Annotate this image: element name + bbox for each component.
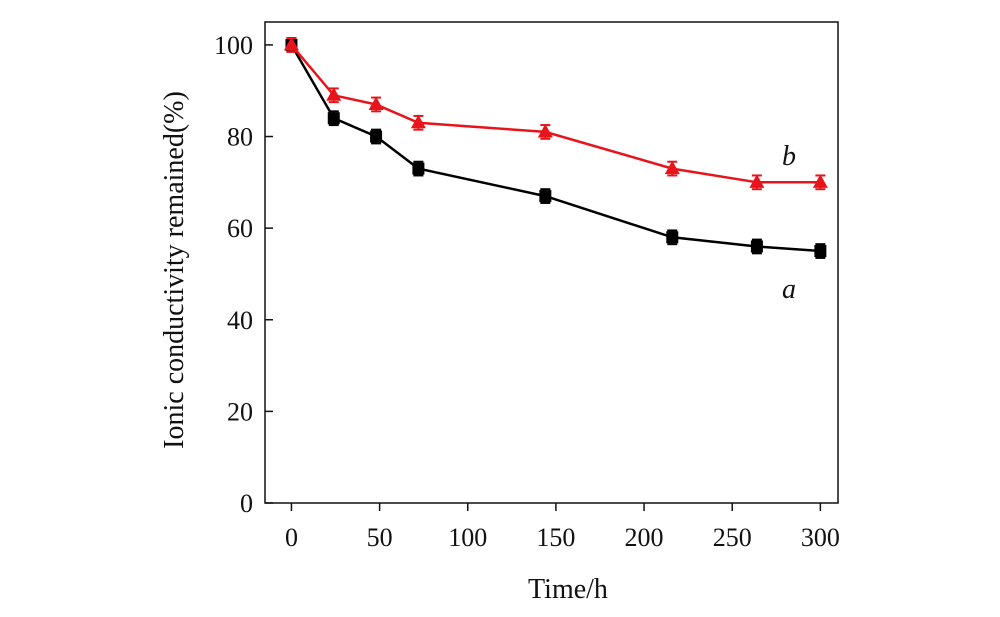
- data-point-b: [812, 174, 828, 188]
- x-tick-label: 50: [367, 523, 393, 552]
- data-point-a: [666, 231, 679, 244]
- x-tick-label: 150: [536, 523, 575, 552]
- data-point-a: [750, 240, 763, 253]
- plot-area: [264, 21, 839, 504]
- x-tick-label: 0: [285, 523, 298, 552]
- y-axis: 0 20 40 60 80 100: [214, 31, 273, 518]
- data-point-b: [749, 174, 765, 188]
- y-tick-label: 60: [227, 214, 253, 243]
- x-tick-label: 300: [801, 523, 840, 552]
- series-label-a: a: [782, 274, 796, 305]
- x-tick-label: 250: [713, 523, 752, 552]
- data-point-a: [814, 245, 827, 258]
- y-tick-label: 0: [240, 489, 253, 518]
- y-tick-label: 100: [214, 31, 253, 60]
- x-tick-label: 200: [625, 523, 664, 552]
- data-point-b: [664, 160, 680, 175]
- plot-frame: [264, 21, 839, 504]
- series-group: [283, 36, 828, 259]
- x-axis: 0 50 100 150 200 250 300: [285, 503, 840, 552]
- data-point-b: [410, 114, 426, 129]
- x-tick-label: 100: [448, 523, 487, 552]
- x-axis-title: Time/h: [528, 574, 608, 605]
- data-point-b: [368, 96, 384, 110]
- series-line-b: [290, 44, 821, 184]
- y-tick-label: 40: [227, 306, 253, 335]
- data-point-b: [326, 87, 342, 101]
- series-b: [283, 36, 828, 191]
- data-point-a: [370, 130, 383, 143]
- data-point-b: [283, 36, 299, 51]
- data-point-b: [537, 123, 553, 138]
- data-point-a: [412, 162, 425, 175]
- series-label-b: b: [782, 141, 796, 172]
- data-point-a: [539, 190, 552, 203]
- y-tick-label: 20: [227, 397, 253, 426]
- data-point-a: [327, 112, 340, 125]
- series-a: [285, 37, 827, 259]
- series-line-a: [290, 44, 821, 253]
- y-axis-title: Ionic conductivity remained(%): [159, 91, 190, 449]
- y-tick-label: 80: [227, 123, 253, 152]
